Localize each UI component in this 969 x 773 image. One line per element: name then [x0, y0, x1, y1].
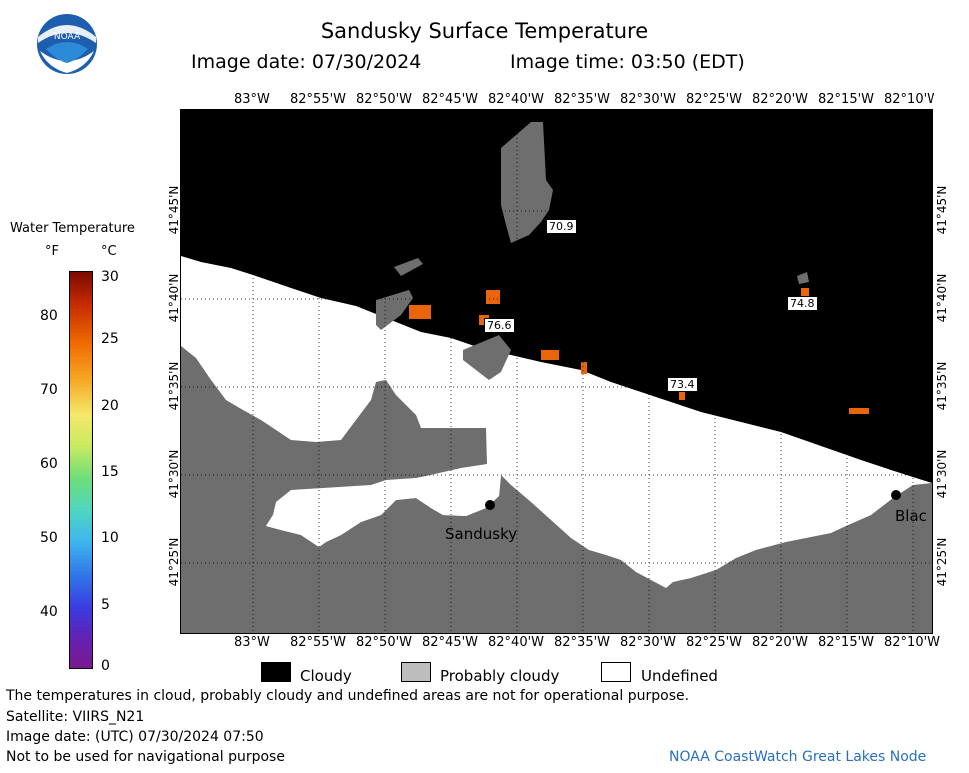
utc-date-text: Image date: (UTC) 07/30/2024 07:50: [6, 729, 264, 745]
lon-label: 82°45'W: [422, 635, 479, 650]
c-tick: 10: [101, 530, 119, 546]
lon-label: 83°W: [234, 92, 270, 107]
lat-label: 41°35'N: [935, 361, 949, 411]
lon-label: 82°35'W: [554, 92, 611, 107]
lon-label: 82°15'W: [818, 92, 875, 107]
probably-cloudy-patch: [797, 272, 809, 284]
temp-label: 70.9: [546, 219, 577, 234]
land-area: [181, 346, 932, 633]
noaa-logo: NOAA: [36, 13, 98, 75]
lon-label: 82°25'W: [686, 92, 743, 107]
image-time: Image time: 03:50 (EDT): [510, 51, 745, 73]
temp-label: 74.8: [787, 296, 818, 311]
lon-label: 82°40'W: [488, 635, 545, 650]
warm-water-pixel: [409, 305, 431, 319]
lat-label: 41°40'N: [935, 273, 949, 323]
probably-cloudy-patch: [463, 335, 511, 380]
lat-label: 41°40'N: [167, 273, 181, 323]
f-tick: 80: [40, 308, 58, 324]
temp-label: 76.6: [484, 318, 515, 333]
satellite-text: Satellite: VIIRS_N21: [6, 709, 145, 725]
city-label-sandusky: Sandusky: [445, 525, 518, 543]
credit-text: NOAA CoastWatch Great Lakes Node: [669, 749, 927, 765]
colorbar-unit-c: °C: [101, 244, 117, 259]
legend-label-undefined: Undefined: [641, 667, 718, 685]
f-tick: 70: [40, 382, 58, 398]
probably-cloudy-patch: [394, 258, 423, 276]
c-tick: 20: [101, 398, 119, 414]
legend-label-probably-cloudy: Probably cloudy: [440, 667, 560, 685]
lon-label: 82°30'W: [620, 635, 677, 650]
warm-water-pixel: [486, 290, 500, 304]
image-date: Image date: 07/30/2024: [191, 51, 422, 73]
colorbar: [69, 271, 93, 669]
probably-cloudy-patch: [376, 290, 413, 330]
lon-label: 83°W: [234, 635, 270, 650]
warm-water-pixel: [581, 362, 587, 374]
f-tick: 40: [40, 604, 58, 620]
temp-label: 73.4: [667, 377, 698, 392]
nav-warning-text: Not to be used for navigational purpose: [6, 749, 285, 765]
lon-label: 82°10'W: [884, 92, 934, 107]
colorbar-title: Water Temperature: [10, 221, 135, 236]
legend-label-cloudy: Cloudy: [300, 667, 352, 685]
map-svg: [181, 110, 932, 633]
legend-swatch-undefined: [601, 662, 631, 682]
lon-label: 82°55'W: [290, 635, 347, 650]
warm-water-pixel: [801, 288, 809, 296]
lon-label: 82°35'W: [554, 635, 611, 650]
f-tick: 50: [40, 530, 58, 546]
lat-label: 41°30'N: [167, 449, 181, 499]
map-panel: 70.9 76.6 73.4 74.8 Sandusky Blac: [180, 109, 933, 634]
f-tick: 60: [40, 456, 58, 472]
lon-label: 82°40'W: [488, 92, 545, 107]
lon-label: 82°55'W: [290, 92, 347, 107]
lat-label: 41°45'N: [935, 185, 949, 235]
c-tick: 5: [101, 597, 110, 613]
lon-label: 82°50'W: [356, 92, 413, 107]
c-tick: 25: [101, 331, 119, 347]
lon-label: 82°30'W: [620, 92, 677, 107]
city-dot-sandusky: [485, 500, 495, 510]
legend-swatch-cloudy: [261, 662, 291, 682]
lon-label: 82°25'W: [686, 635, 743, 650]
legend-swatch-probably-cloudy: [401, 662, 431, 682]
c-tick: 0: [101, 658, 110, 674]
lat-label: 41°35'N: [167, 361, 181, 411]
lat-label: 41°25'N: [935, 537, 949, 587]
city-label-blac: Blac: [895, 507, 927, 525]
lon-label: 82°20'W: [752, 92, 809, 107]
lat-label: 41°45'N: [167, 185, 181, 235]
undefined-bay: [266, 470, 501, 547]
probably-cloudy-patch: [501, 122, 553, 243]
colorbar-unit-f: °F: [45, 244, 59, 259]
logo-text: NOAA: [54, 32, 81, 42]
page-title: Sandusky Surface Temperature: [320, 19, 649, 43]
disclaimer-text: The temperatures in cloud, probably clou…: [6, 688, 690, 704]
warm-water-pixel: [849, 408, 869, 414]
lon-label: 82°15'W: [818, 635, 875, 650]
city-dot-blac: [891, 490, 901, 500]
lon-label: 82°45'W: [422, 92, 479, 107]
warm-water-pixel: [541, 350, 559, 360]
c-tick: 15: [101, 464, 119, 480]
lon-label: 82°20'W: [752, 635, 809, 650]
lat-label: 41°25'N: [167, 537, 181, 587]
lon-label: 82°10'W: [884, 635, 941, 650]
lat-label: 41°30'N: [935, 449, 949, 499]
warm-water-pixel: [679, 392, 685, 400]
c-tick: 30: [101, 269, 119, 285]
lon-label: 82°50'W: [356, 635, 413, 650]
